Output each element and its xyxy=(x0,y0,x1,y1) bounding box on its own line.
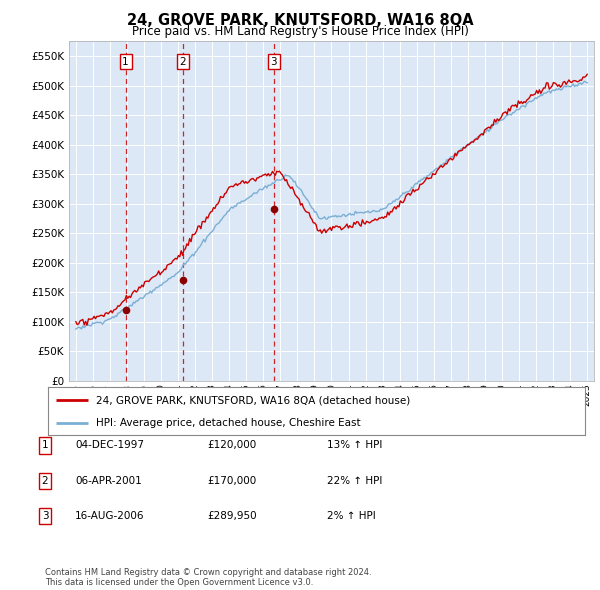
Text: 1: 1 xyxy=(122,57,129,67)
Text: 06-APR-2001: 06-APR-2001 xyxy=(75,476,142,486)
Text: 3: 3 xyxy=(271,57,277,67)
Text: 24, GROVE PARK, KNUTSFORD, WA16 8QA: 24, GROVE PARK, KNUTSFORD, WA16 8QA xyxy=(127,13,473,28)
Text: £289,950: £289,950 xyxy=(207,512,257,521)
Text: £120,000: £120,000 xyxy=(207,441,256,450)
Text: 13% ↑ HPI: 13% ↑ HPI xyxy=(327,441,382,450)
Text: 3: 3 xyxy=(41,512,49,521)
Text: Price paid vs. HM Land Registry's House Price Index (HPI): Price paid vs. HM Land Registry's House … xyxy=(131,25,469,38)
Text: 22% ↑ HPI: 22% ↑ HPI xyxy=(327,476,382,486)
Text: 2: 2 xyxy=(41,476,49,486)
Text: Contains HM Land Registry data © Crown copyright and database right 2024.
This d: Contains HM Land Registry data © Crown c… xyxy=(45,568,371,587)
Text: £170,000: £170,000 xyxy=(207,476,256,486)
Text: 04-DEC-1997: 04-DEC-1997 xyxy=(75,441,144,450)
Text: HPI: Average price, detached house, Cheshire East: HPI: Average price, detached house, Ches… xyxy=(97,418,361,428)
Text: 2% ↑ HPI: 2% ↑ HPI xyxy=(327,512,376,521)
Text: 2: 2 xyxy=(179,57,186,67)
Text: 24, GROVE PARK, KNUTSFORD, WA16 8QA (detached house): 24, GROVE PARK, KNUTSFORD, WA16 8QA (det… xyxy=(97,395,410,405)
Text: 1: 1 xyxy=(41,441,49,450)
Text: 16-AUG-2006: 16-AUG-2006 xyxy=(75,512,145,521)
